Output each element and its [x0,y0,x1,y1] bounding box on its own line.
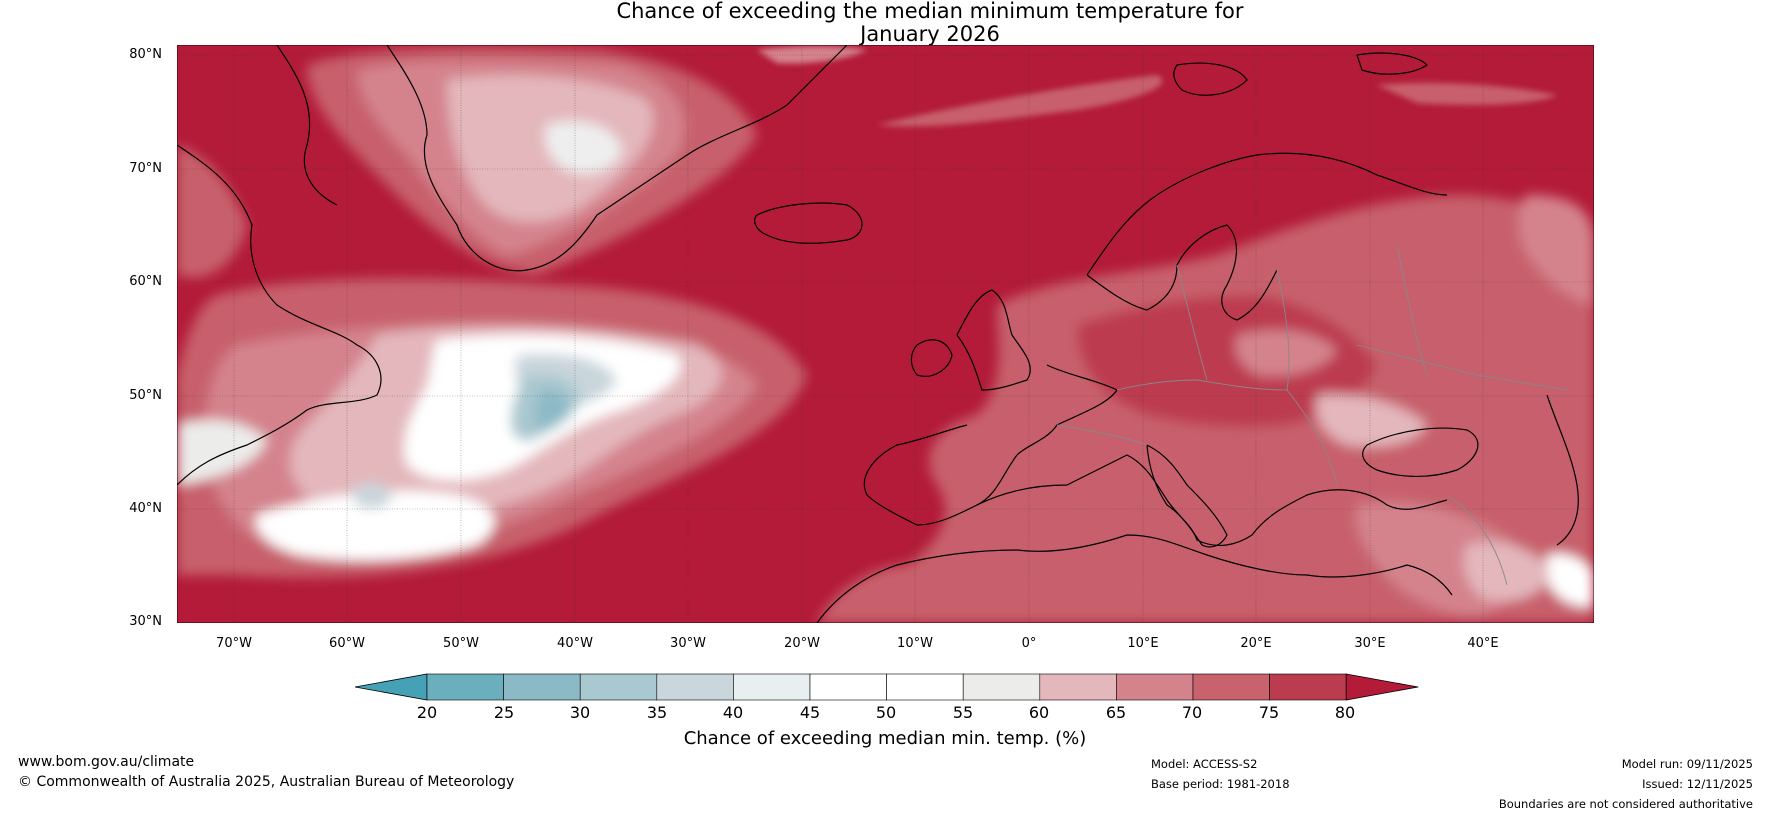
colorbar-extend-high [1345,673,1419,701]
lon-label-70w: 70°W [216,636,252,651]
lat-label-70n: 70°N [129,161,162,176]
country-borders [1056,244,1568,586]
lon-label-20e: 20°E [1240,636,1272,651]
colorbar-extend-low [354,673,428,701]
lon-label-60w: 60°W [329,636,365,651]
lon-label-20w: 20°W [784,636,820,651]
colorbar-bin-55-60 [962,673,1041,701]
colorbar-tick-45: 45 [799,703,821,722]
colorbar-tick-65: 65 [1105,703,1127,722]
footer-model: Model: ACCESS-S2 [1151,757,1258,771]
title-line-1: Chance of exceeding the median minimum t… [616,0,1244,23]
colorbar-tick-30: 30 [569,703,591,722]
lon-label-50w: 50°W [443,636,479,651]
lon-label-10e: 10°E [1127,636,1159,651]
colorbar [350,670,1420,750]
lat-label-30n: 30°N [129,614,162,629]
colorbar-bin-35-40 [656,673,734,701]
colorbar-bin-50-55 [886,673,964,701]
lon-label-0: 0° [1021,636,1037,651]
colorbar-tick-40: 40 [722,703,744,722]
colorbar-bin-30-35 [579,673,658,701]
colorbar-tick-25: 25 [493,703,515,722]
footer-disclaimer: Boundaries are not considered authoritat… [1498,797,1753,811]
lon-label-30e: 30°E [1354,636,1386,651]
colorbar-bin-65-70 [1116,673,1194,701]
colorbar-tick-75: 75 [1258,703,1280,722]
greenland-anomaly [307,47,757,275]
colorbar-tick-20: 20 [416,703,438,722]
colorbar-tick-55: 55 [952,703,974,722]
colorbar-title: Chance of exceeding median min. temp. (%… [683,728,1087,749]
title-line-2: January 2026 [860,22,1000,46]
map-svg [177,45,1594,623]
lon-label-40w: 40°W [557,636,593,651]
colorbar-bin-45-50 [809,673,887,701]
atlantic-anomaly [177,278,807,578]
lat-label-50n: 50°N [129,388,162,403]
colorbar-tick-60: 60 [1028,703,1050,722]
lat-label-80n: 80°N [129,47,162,62]
lon-label-30w: 30°W [670,636,706,651]
lon-label-40e: 40°E [1467,636,1499,651]
footer-model-run: Model run: 09/11/2025 [1621,757,1753,771]
colorbar-tick-35: 35 [646,703,668,722]
lat-label-40n: 40°N [129,501,162,516]
footer-issued: Issued: 12/11/2025 [1642,777,1753,791]
colorbar-bin-20-25 [426,673,504,701]
footer-website: www.bom.gov.au/climate [18,754,195,770]
lon-label-10w: 10°W [897,636,933,651]
lat-label-60n: 60°N [129,274,162,289]
map-panel [177,45,1594,623]
colorbar-bin-70-75 [1192,673,1270,701]
colorbar-bin-25-30 [503,673,581,701]
footer-copyright: © Commonwealth of Australia 2025, Austra… [18,774,515,790]
colorbar-tick-80: 80 [1334,703,1356,722]
chart-title: Chance of exceeding the median minimum t… [0,0,1770,46]
footer-base-period: Base period: 1981-2018 [1151,777,1290,791]
colorbar-tick-50: 50 [875,703,897,722]
colorbar-svg [354,673,1419,701]
colorbar-bin-60-65 [1039,673,1117,701]
canada-anomaly [177,145,247,278]
colorbar-bin-75-80 [1269,673,1347,701]
coastlines [177,45,1579,623]
europe-anomaly [817,195,1594,623]
colorbar-tick-70: 70 [1181,703,1203,722]
colorbar-bin-40-45 [733,673,811,701]
